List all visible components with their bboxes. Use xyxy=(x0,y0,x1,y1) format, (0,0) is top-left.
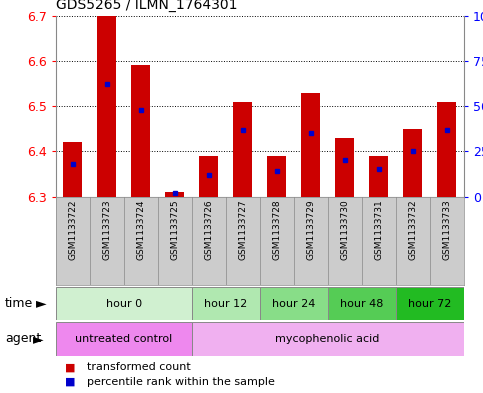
Text: GDS5265 / ILMN_1764301: GDS5265 / ILMN_1764301 xyxy=(56,0,237,12)
Bar xyxy=(63,142,82,196)
Bar xyxy=(327,287,396,320)
Bar xyxy=(396,287,464,320)
Text: GSM1133725: GSM1133725 xyxy=(170,199,179,260)
Bar xyxy=(199,156,218,196)
Text: transformed count: transformed count xyxy=(87,362,191,373)
Text: untreated control: untreated control xyxy=(75,334,172,344)
Bar xyxy=(97,16,116,196)
Text: percentile rank within the sample: percentile rank within the sample xyxy=(87,377,275,387)
Text: hour 48: hour 48 xyxy=(340,299,384,309)
Bar xyxy=(369,156,388,196)
Text: GSM1133730: GSM1133730 xyxy=(340,199,349,260)
Text: GSM1133724: GSM1133724 xyxy=(136,199,145,260)
Text: GSM1133729: GSM1133729 xyxy=(306,199,315,260)
Text: GSM1133727: GSM1133727 xyxy=(238,199,247,260)
Text: hour 24: hour 24 xyxy=(272,299,315,309)
Text: GSM1133723: GSM1133723 xyxy=(102,199,111,260)
Bar xyxy=(301,92,320,196)
Bar xyxy=(56,287,192,320)
Bar xyxy=(233,102,252,196)
Text: GSM1133722: GSM1133722 xyxy=(68,199,77,260)
Text: ►: ► xyxy=(33,332,43,346)
Text: time: time xyxy=(5,297,33,310)
Bar xyxy=(335,138,354,196)
Bar xyxy=(192,322,464,356)
Text: agent: agent xyxy=(5,332,41,345)
Text: mycophenolic acid: mycophenolic acid xyxy=(275,334,380,344)
Text: GSM1133728: GSM1133728 xyxy=(272,199,281,260)
Text: GSM1133733: GSM1133733 xyxy=(442,199,451,260)
Text: GSM1133726: GSM1133726 xyxy=(204,199,213,260)
Bar xyxy=(260,287,327,320)
Text: hour 12: hour 12 xyxy=(204,299,247,309)
Text: GSM1133732: GSM1133732 xyxy=(408,199,417,260)
Text: ►: ► xyxy=(36,296,47,310)
Text: ■: ■ xyxy=(65,362,76,373)
Bar xyxy=(56,322,192,356)
Text: ■: ■ xyxy=(65,377,76,387)
Bar xyxy=(437,102,456,196)
Bar xyxy=(131,66,150,196)
Text: GSM1133731: GSM1133731 xyxy=(374,199,383,260)
Bar xyxy=(267,156,286,196)
Bar xyxy=(192,287,260,320)
Text: hour 0: hour 0 xyxy=(105,299,142,309)
Bar xyxy=(165,192,184,196)
Bar xyxy=(403,129,422,196)
Text: hour 72: hour 72 xyxy=(408,299,451,309)
